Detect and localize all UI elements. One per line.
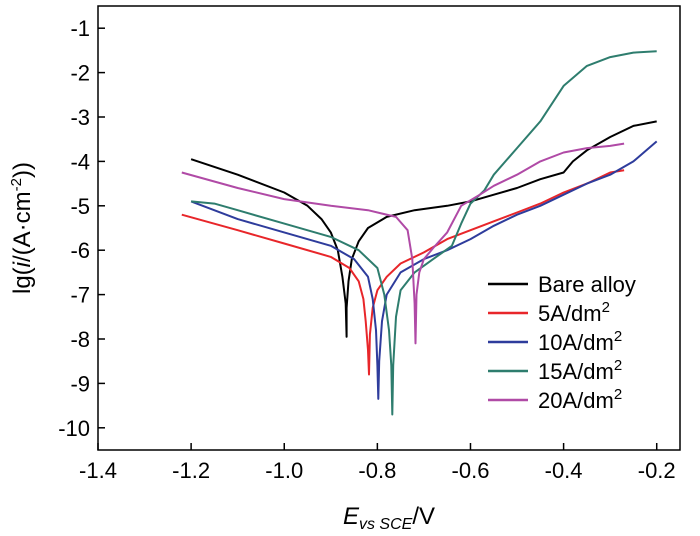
x-tick-label: -1.2 (172, 458, 210, 483)
y-axis-ticks: -1 -2 -3 -4 -5 -6 -7 -8 -9 -10 (58, 16, 105, 441)
y-tick-label: -8 (70, 327, 90, 352)
y-tick-label: -2 (70, 61, 90, 86)
legend-label-sup: 2 (614, 357, 622, 374)
legend-label: 10A/dm (538, 330, 614, 355)
x-axis-title: Evs SCE/V (343, 503, 435, 533)
y-axis-title-italic: i (9, 261, 36, 267)
legend-label: 20A/dm (538, 388, 614, 413)
y-axis-title-suffix: )) (9, 162, 36, 178)
x-tick-label: -0.4 (545, 458, 583, 483)
x-axis-title-sub: vs SCE (359, 516, 413, 533)
x-tick-label: -0.2 (638, 458, 676, 483)
y-axis-title: lg(i/(A·cm-2)) (8, 162, 36, 294)
y-tick-label: -3 (70, 105, 90, 130)
legend-entry-3: 15A/dm2 (538, 357, 622, 384)
y-axis-title-sup: -2 (8, 178, 25, 191)
legend-label: Bare alloy (538, 272, 636, 297)
series-line-2 (190, 140, 658, 400)
y-tick-label: -1 (70, 16, 90, 41)
y-tick-label: -7 (70, 283, 90, 308)
legend-entry-1: 5A/dm2 (538, 299, 610, 326)
x-axis-title-unit: /V (412, 503, 435, 530)
y-tick-label: -10 (58, 416, 90, 441)
legend-label: 15A/dm (538, 359, 614, 384)
series-line-4 (181, 142, 625, 345)
x-tick-label: -0.6 (452, 458, 490, 483)
y-tick-label: -9 (70, 371, 90, 396)
x-axis-ticks: -1.4 -1.2 -1.0 -0.8 -0.6 -0.4 -0.2 (79, 443, 676, 483)
x-tick-label: -0.8 (358, 458, 396, 483)
legend-entry-2: 10A/dm2 (538, 328, 622, 355)
legend-label-sup: 2 (602, 299, 610, 316)
y-tick-label: -5 (70, 194, 90, 219)
x-axis-title-main: E (343, 503, 360, 530)
legend-label-sup: 2 (614, 386, 622, 403)
legend-entry-4: 20A/dm2 (538, 386, 622, 413)
series-line-1 (181, 169, 625, 376)
legend-label: 5A/dm (538, 301, 602, 326)
y-axis-title-prefix: lg( (9, 267, 36, 294)
series-layer (181, 50, 658, 416)
series-line-3 (191, 50, 657, 416)
x-tick-label: -1.0 (265, 458, 303, 483)
legend-label-sup: 2 (614, 328, 622, 345)
y-tick-label: -4 (70, 149, 90, 174)
x-tick-label: -1.4 (79, 458, 117, 483)
y-tick-label: -6 (70, 238, 90, 263)
plot-frame (97, 5, 681, 451)
legend-entry-0: Bare alloy (538, 272, 636, 297)
y-axis-title-mid: /(A·cm (9, 191, 36, 262)
series-line-0 (190, 120, 657, 338)
